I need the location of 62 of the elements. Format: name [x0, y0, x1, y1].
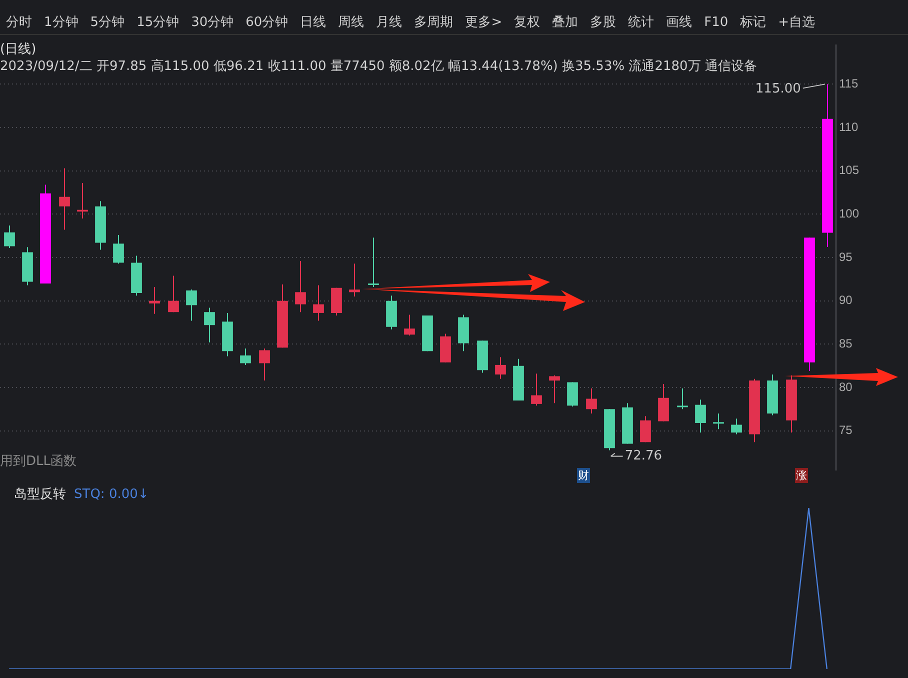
y-tick-label: 95: [839, 250, 853, 264]
candlestick: [313, 284, 324, 322]
candlestick: [567, 382, 578, 408]
candlestick: [713, 412, 724, 430]
chart-title: (日线): [0, 41, 36, 58]
text: 叠加: [551, 14, 580, 31]
candlestick: [640, 416, 651, 443]
text: 5分钟: [89, 14, 126, 31]
y-tick-label: 115: [839, 76, 858, 91]
candlestick: [695, 399, 706, 434]
text: 15分钟: [136, 14, 180, 31]
text: 多股: [589, 14, 618, 31]
candlestick: [59, 168, 70, 230]
candlestick: [259, 348, 270, 382]
text: +自选: [777, 14, 816, 31]
text: 30分钟: [190, 14, 235, 31]
text: 周线: [337, 14, 366, 31]
text: 分时: [5, 14, 33, 31]
text: F10: [703, 14, 730, 30]
y-tick-label: 75: [839, 423, 853, 438]
text: 统计: [627, 14, 656, 31]
candlestick: [677, 388, 688, 410]
annotation: 用到DLL函数: [0, 453, 76, 470]
candlestick: [349, 263, 360, 297]
candlestick: [240, 348, 251, 366]
candlestick: [4, 224, 15, 248]
annotation: 财: [577, 468, 590, 483]
y-tick-label: 110: [839, 120, 858, 134]
candlestick: [186, 289, 197, 322]
text: 画线: [665, 14, 694, 31]
candlestick: [549, 374, 560, 404]
candlestick: [495, 356, 506, 380]
text: 多周期: [413, 14, 454, 31]
text: 日线: [299, 14, 328, 31]
y-tick-label: 85: [839, 336, 853, 350]
text: STQ: 0.00↓: [74, 487, 149, 502]
candlestick: [586, 388, 597, 414]
y-tick-label: 100: [839, 206, 860, 220]
candlestick: [113, 234, 124, 264]
annotation: 涨: [795, 468, 808, 483]
candlestick: [295, 260, 306, 313]
candlestick: [368, 237, 379, 288]
candlestick: [531, 373, 542, 406]
candlestick: [149, 286, 160, 314]
text: 2023/09/12/二 开97.85 高115.00 低96.21 收111.00 量77450 额8.02亿 幅13.44(13.78%) 换35.53% 流通2180万 通信设备: [0, 58, 757, 75]
text: 月线: [375, 14, 404, 31]
y-tick-label: 90: [839, 293, 853, 308]
text: 60分钟: [244, 14, 290, 31]
chart-title: 岛型反转: [14, 487, 66, 502]
y-tick-label: 80: [839, 380, 853, 394]
text: 更多>: [464, 14, 504, 31]
candlestick: [404, 314, 415, 336]
candlestick: [168, 275, 179, 313]
text: 复权: [513, 14, 542, 31]
y-tick-label: 105: [839, 163, 860, 178]
text: 标记: [739, 14, 768, 31]
candlestick: [658, 384, 669, 422]
annotation: 115.00: [755, 82, 801, 97]
candlestick: [204, 307, 215, 343]
text: 1分钟: [43, 14, 80, 31]
annotation: 72.76: [624, 448, 662, 464]
candlestick: [731, 418, 742, 435]
